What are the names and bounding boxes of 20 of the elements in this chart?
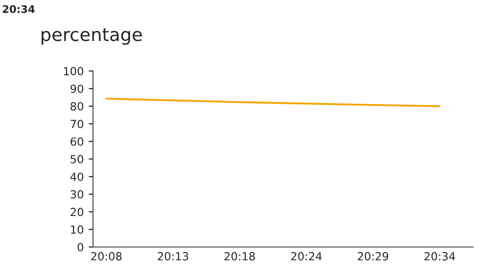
chart-title: percentage — [42, 28, 142, 45]
x-tick-label: 20:24 — [291, 252, 322, 260]
y-tick-label: 70 — [70, 120, 84, 128]
x-tick-label: 20:18 — [224, 252, 255, 260]
x-tick-label: 20:29 — [358, 252, 388, 260]
text: 20:34 — [2, 5, 35, 14]
y-tick-label: 20 — [70, 208, 84, 216]
y-tick-label: 50 — [70, 154, 84, 164]
line-series — [105, 98, 441, 108]
y-tick-label: 40 — [70, 172, 84, 181]
y-tick-label: 60 — [70, 137, 84, 146]
y-tick-label: 80 — [70, 102, 84, 111]
y-tick-label: 100 — [64, 66, 84, 76]
y-tick-label: 0 — [78, 242, 84, 252]
x-tick-label: 20:08 — [91, 252, 122, 260]
y-tick-label: 10 — [71, 225, 84, 234]
x-tick-label: 20:34 — [424, 252, 456, 260]
x-tick-label: 20:13 — [158, 252, 188, 260]
y-tick-label: 90 — [70, 84, 84, 93]
y-tick-label: 30 — [70, 190, 84, 199]
